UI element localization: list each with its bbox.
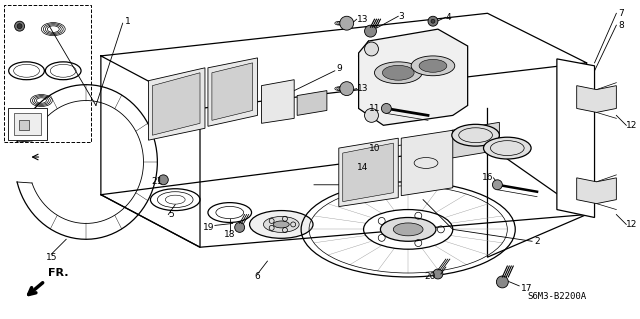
Polygon shape bbox=[343, 143, 394, 202]
Ellipse shape bbox=[411, 56, 455, 76]
Text: 2: 2 bbox=[534, 237, 540, 246]
Text: 19: 19 bbox=[204, 223, 215, 232]
Bar bbox=[13, 114, 42, 135]
Text: 9: 9 bbox=[337, 64, 342, 73]
Circle shape bbox=[428, 16, 438, 26]
Circle shape bbox=[17, 24, 22, 29]
Ellipse shape bbox=[250, 211, 313, 238]
Text: 4: 4 bbox=[446, 13, 451, 22]
Circle shape bbox=[497, 276, 508, 288]
Ellipse shape bbox=[264, 217, 299, 232]
Polygon shape bbox=[557, 59, 595, 218]
Bar bbox=[4, 5, 91, 142]
Polygon shape bbox=[297, 91, 327, 115]
Circle shape bbox=[235, 222, 244, 232]
Text: 16: 16 bbox=[482, 173, 493, 182]
Circle shape bbox=[365, 25, 376, 37]
Text: 14: 14 bbox=[356, 163, 368, 173]
Circle shape bbox=[381, 103, 391, 114]
Polygon shape bbox=[262, 80, 294, 123]
Ellipse shape bbox=[380, 218, 436, 241]
Circle shape bbox=[431, 19, 435, 23]
Ellipse shape bbox=[483, 137, 531, 159]
Ellipse shape bbox=[394, 223, 423, 236]
Text: 1: 1 bbox=[125, 17, 131, 26]
Circle shape bbox=[340, 16, 354, 30]
Ellipse shape bbox=[452, 124, 499, 146]
Text: 12: 12 bbox=[627, 121, 637, 130]
Bar bbox=[8, 108, 47, 140]
Polygon shape bbox=[577, 85, 616, 112]
Polygon shape bbox=[208, 58, 257, 126]
Ellipse shape bbox=[419, 59, 447, 72]
Text: 18: 18 bbox=[224, 230, 236, 239]
Circle shape bbox=[433, 269, 443, 279]
Text: 20: 20 bbox=[424, 272, 436, 281]
Circle shape bbox=[365, 42, 378, 56]
Text: 11: 11 bbox=[369, 104, 380, 113]
Circle shape bbox=[158, 175, 168, 185]
Circle shape bbox=[340, 82, 354, 96]
Text: 15: 15 bbox=[45, 253, 57, 262]
Bar bbox=[19, 120, 29, 130]
Text: 8: 8 bbox=[618, 21, 624, 30]
Polygon shape bbox=[148, 68, 205, 140]
Text: 13: 13 bbox=[356, 15, 368, 24]
Polygon shape bbox=[452, 122, 499, 158]
Text: 13: 13 bbox=[356, 84, 368, 93]
Ellipse shape bbox=[273, 221, 289, 228]
Text: FR.: FR. bbox=[48, 268, 68, 278]
Text: S6M3-B2200A: S6M3-B2200A bbox=[527, 292, 586, 301]
Text: 7: 7 bbox=[618, 9, 624, 18]
Polygon shape bbox=[358, 29, 468, 125]
Text: 21: 21 bbox=[151, 177, 163, 186]
Text: 12: 12 bbox=[627, 220, 637, 229]
Text: 17: 17 bbox=[522, 284, 533, 293]
Circle shape bbox=[492, 180, 502, 190]
Text: 5: 5 bbox=[168, 210, 174, 219]
Polygon shape bbox=[212, 63, 253, 120]
Circle shape bbox=[365, 108, 378, 122]
Ellipse shape bbox=[383, 65, 414, 80]
Polygon shape bbox=[577, 178, 616, 204]
Polygon shape bbox=[401, 130, 452, 196]
Text: 6: 6 bbox=[255, 272, 260, 281]
Circle shape bbox=[15, 21, 24, 31]
Text: 10: 10 bbox=[369, 144, 380, 152]
Ellipse shape bbox=[374, 62, 422, 84]
Polygon shape bbox=[152, 73, 200, 135]
Polygon shape bbox=[339, 138, 398, 207]
Text: 3: 3 bbox=[398, 12, 404, 21]
